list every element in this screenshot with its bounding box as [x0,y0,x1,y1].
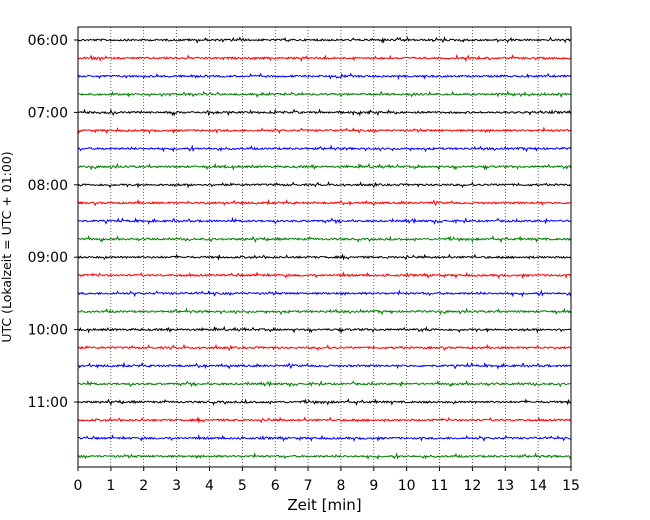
y-tick-label: 07:00 [28,105,68,121]
y-axis-label: UTC (Lokalzeit = UTC + 01:00) [0,151,14,342]
x-tick-label: 14 [529,478,547,494]
trace-0745 [77,162,572,171]
trace-0945 [77,307,572,316]
trace-0730 [77,144,572,153]
trace-0815 [77,198,572,207]
x-tick-label: 10 [398,478,416,494]
trace-1045 [77,379,572,388]
trace-0600 [77,35,572,44]
y-axis-ticks: 06:00 07:00 08:00 09:00 10:00 11:00 [28,33,78,411]
y-tick-label: 06:00 [28,33,68,49]
trace-1030 [77,361,572,370]
x-tick-label: 7 [304,478,313,494]
x-axis-ticks: 0 1 2 3 4 5 6 7 8 9 10 11 12 13 14 15 [74,467,580,494]
x-tick-label: 15 [562,478,580,494]
trace-1115 [77,416,572,424]
x-tick-label: 3 [172,478,181,494]
y-tick-label: 10:00 [28,323,68,339]
x-tick-label: 1 [106,478,115,494]
plot-frame [77,26,572,468]
trace-1000 [77,325,572,334]
trace-0900 [77,253,572,261]
x-tick-label: 8 [336,478,345,494]
plot-background [78,27,571,467]
trace-0630 [77,72,572,81]
trace-0930 [77,289,572,298]
y-tick-label: 08:00 [28,178,68,194]
x-tick-label: 13 [496,478,514,494]
x-tick-label: 0 [74,478,83,494]
x-tick-label: 5 [238,478,247,494]
trace-0915 [77,271,572,280]
x-tick-label: 11 [431,478,449,494]
trace-0830 [77,216,572,225]
x-tick-label: 2 [139,478,148,494]
trace-1100 [77,398,572,406]
x-tick-label: 9 [369,478,378,494]
trace-0645 [77,90,572,99]
trace-0615 [77,53,572,63]
x-tick-label: 4 [205,478,214,494]
trace-1145 [77,452,572,461]
x-tick-label: 6 [271,478,280,494]
seismic-traces [77,35,572,461]
trace-1015 [77,343,572,352]
grid-lines [110,27,539,467]
trace-0800 [77,180,572,189]
x-axis-label: Zeit [min] [287,496,361,514]
trace-1130 [77,434,572,443]
trace-0700 [77,108,572,117]
y-tick-label: 09:00 [28,250,68,266]
trace-0845 [77,235,572,244]
trace-0715 [77,126,572,135]
y-tick-label: 11:00 [28,395,68,411]
x-tick-label: 12 [463,478,481,494]
